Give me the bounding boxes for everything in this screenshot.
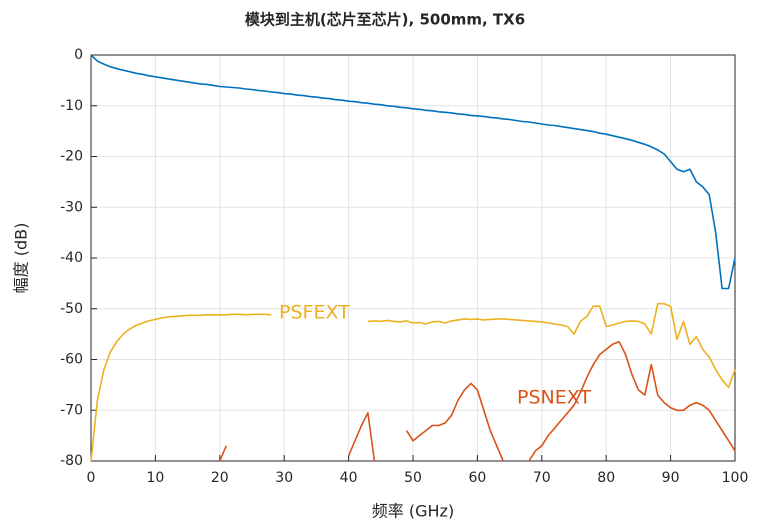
y-tick-label: -80 <box>60 453 83 469</box>
y-axis-label: 幅度 (dB) <box>12 223 31 294</box>
series-line <box>219 340 736 462</box>
y-tick-label: -40 <box>60 250 83 266</box>
y-tick-label: -10 <box>60 98 83 114</box>
x-tick-label: 40 <box>340 470 358 486</box>
y-tick-label: -20 <box>60 149 83 165</box>
y-tick-label: -50 <box>60 301 83 317</box>
y-tick-label: -60 <box>60 352 83 368</box>
x-tick-label: 100 <box>722 470 749 486</box>
x-tick-label: 60 <box>468 470 486 486</box>
x-tick-label: 70 <box>533 470 551 486</box>
chart-title: 模块到主机(芯片至芯片), 500mm, TX6 <box>245 11 525 29</box>
series-label: PSNEXT <box>517 387 591 409</box>
series-label: PSFEXT <box>279 302 350 324</box>
x-tick-label: 50 <box>404 470 422 486</box>
x-tick-label: 20 <box>211 470 229 486</box>
x-tick-label: 80 <box>597 470 615 486</box>
y-tick-label: 0 <box>74 47 83 63</box>
y-tick-label: -30 <box>60 199 83 215</box>
series-line <box>90 302 736 462</box>
x-axis-label: 频率 (GHz) <box>372 502 454 521</box>
series-line <box>90 54 736 290</box>
x-tick-label: 30 <box>275 470 293 486</box>
x-tick-label: 0 <box>87 470 96 486</box>
x-tick-label: 90 <box>662 470 680 486</box>
y-tick-label: -70 <box>60 402 83 418</box>
x-tick-label: 10 <box>146 470 164 486</box>
